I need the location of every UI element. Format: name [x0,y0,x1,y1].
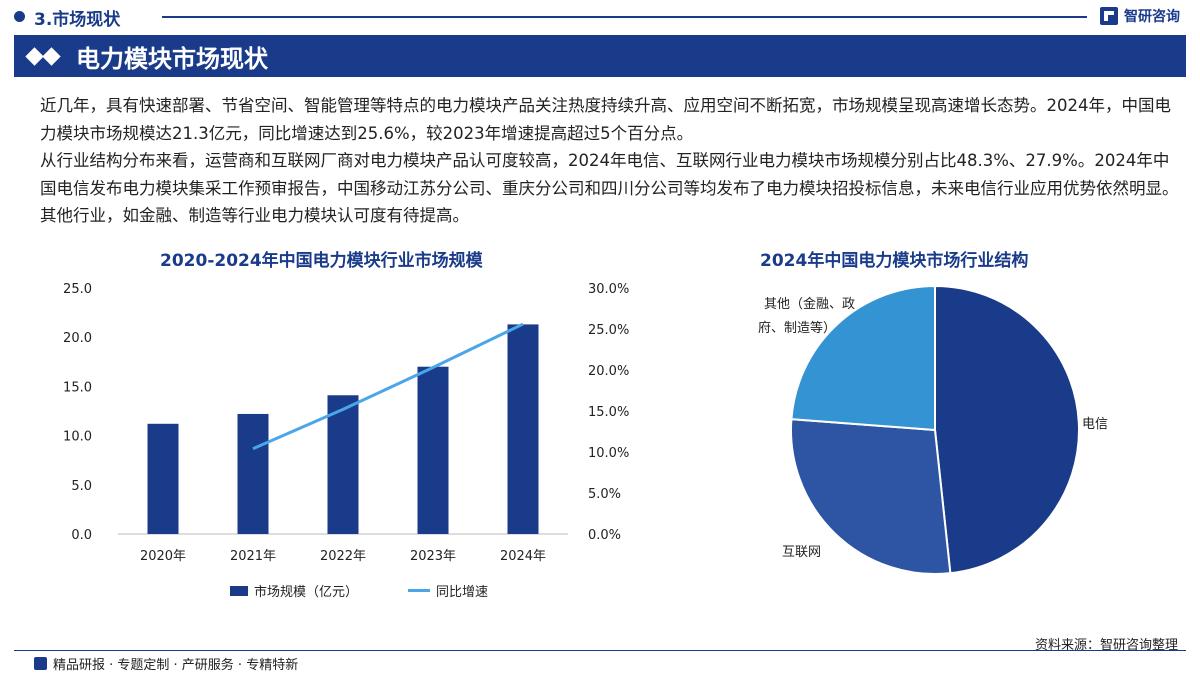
legend-line-swatch [408,589,431,592]
page-title: 电力模块市场现状 [76,44,268,73]
pie-label-other-line2: 府、制造等） [758,320,836,336]
bar [237,413,269,534]
y-left-tick-label: 10.0 [63,430,92,445]
x-tick-label: 2024年 [500,549,546,564]
logo-text: 智研咨询 [1124,9,1180,25]
x-tick-label: 2023年 [410,549,456,564]
x-tick-label: 2022年 [320,549,366,564]
y-left-tick-label: 25.0 [63,282,92,297]
pie-label-internet: 互联网 [782,545,821,560]
paragraph-1: 近几年，具有快速部署、节省空间、智能管理等特点的电力模块产品关注热度持续升高、应… [40,96,1171,143]
pie-slice [790,284,936,432]
brand-logo: 智研咨询 [1100,6,1180,26]
body-text: 近几年，具有快速部署、节省空间、智能管理等特点的电力模块产品关注热度持续升高、应… [40,92,1180,230]
y-left-tick-label: 20.0 [63,331,92,346]
x-tick-label: 2020年 [140,549,186,564]
bar [147,423,179,534]
y-right-tick-label: 5.0% [588,487,621,502]
y-right-tick-label: 25.0% [588,323,629,338]
bar-chart-legend: 市场规模（亿元） 同比增速 [230,581,488,600]
y-left-tick-label: 5.0 [71,479,92,494]
y-right-tick-label: 30.0% [588,282,629,297]
footer-tagline-text: 精品研报 · 专题定制 · 产研服务 · 专精特新 [53,658,299,673]
bar [327,395,359,534]
top-bar: 3.市场现状 智研咨询 [0,0,1200,34]
footer-logo-icon [34,657,47,670]
bar [417,366,449,534]
title-banner: 电力模块市场现状 [14,35,1186,77]
pie-chart-title: 2024年中国电力模块市场行业结构 [760,251,1029,271]
header-rule [162,16,1087,18]
y-left-tick-label: 0.0 [71,528,92,543]
logo-icon [1100,7,1118,25]
y-right-tick-label: 0.0% [588,528,621,543]
source-note: 资料来源：智研咨询整理 [1034,638,1178,653]
y-left-tick-label: 15.0 [63,380,92,395]
pie-slice [934,284,1080,575]
legend-bar-label: 市场规模（亿元） [254,585,359,600]
bar [507,324,539,534]
legend-bar-swatch [230,585,248,596]
y-right-tick-label: 20.0% [588,364,629,379]
footer-tagline: 精品研报 · 专题定制 · 产研服务 · 专精特新 [34,654,298,673]
pie-label-telecom: 电信 [1082,417,1108,432]
paragraph-2: 从行业结构分布来看，运营商和互联网厂商对电力模块产品认可度较高，2024年电信、… [40,151,1179,225]
pie-slice [790,418,952,575]
bar-chart-title: 2020-2024年中国电力模块行业市场规模 [160,251,483,271]
y-right-tick-label: 15.0% [588,405,629,420]
footer-rule [14,650,1186,651]
x-tick-label: 2021年 [230,549,276,564]
y-right-tick-label: 10.0% [588,446,629,461]
pie-label-other-line1: 其他（金融、政 [764,296,855,312]
section-title: 3.市场现状 [34,10,121,30]
growth-rate-line [252,322,524,451]
legend-line-label: 同比增速 [436,585,489,600]
section-dot-icon [14,11,25,22]
